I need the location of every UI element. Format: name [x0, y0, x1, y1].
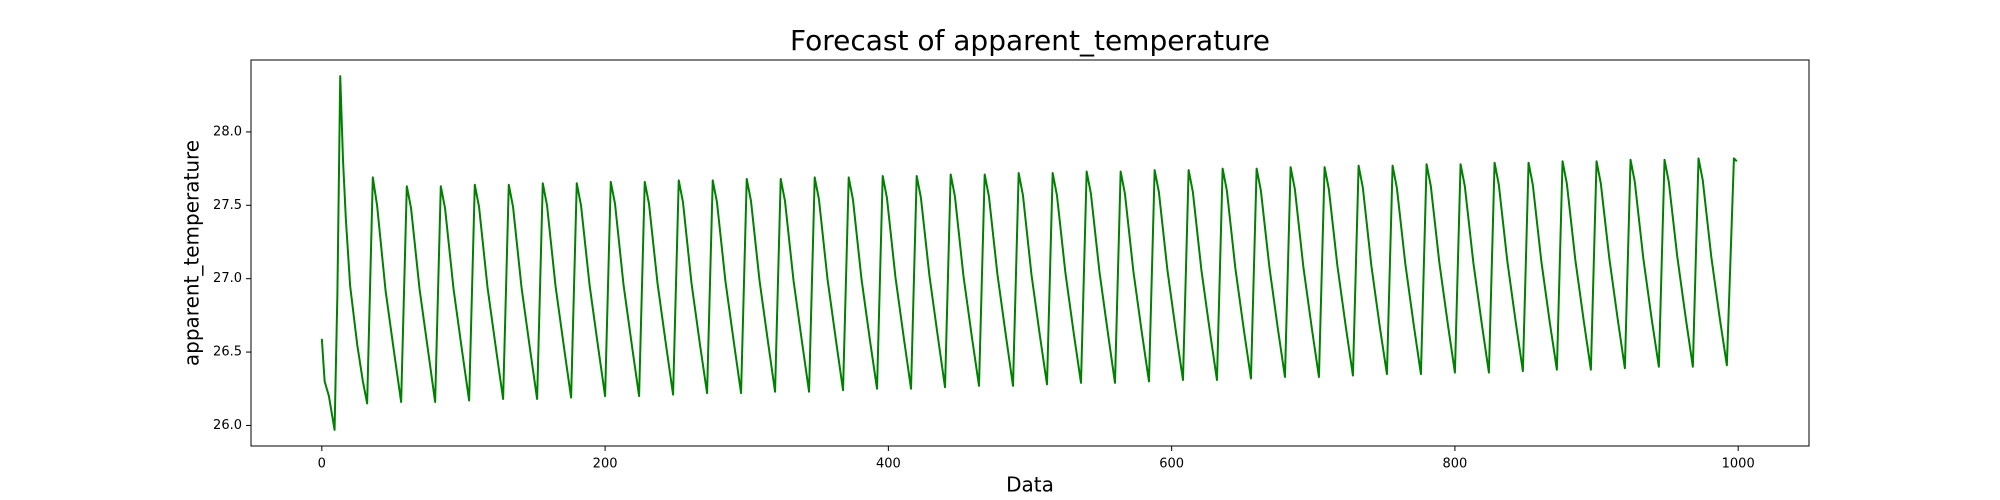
x-tick-label: 0	[318, 457, 326, 472]
x-tick-label: 400	[876, 457, 901, 472]
y-tick-label: 27.5	[213, 198, 242, 213]
data-line	[320, 75, 1738, 431]
y-tick-label: 27.0	[213, 271, 242, 286]
x-tick-label: 1000	[1722, 457, 1755, 472]
chart-title: Forecast of apparent_temperature	[790, 24, 1270, 57]
y-tick-label: 28.0	[213, 124, 242, 139]
x-tick-label: 600	[1159, 457, 1184, 472]
x-tick-label: 800	[1442, 457, 1467, 472]
plot-frame	[250, 59, 1810, 447]
x-axis-label: Data	[1006, 473, 1054, 497]
x-tick-label: 200	[593, 457, 618, 472]
y-tick-label: 26.0	[213, 418, 242, 433]
y-tick-label: 26.5	[213, 345, 242, 360]
y-axis-label: apparent_temperature	[180, 140, 204, 366]
